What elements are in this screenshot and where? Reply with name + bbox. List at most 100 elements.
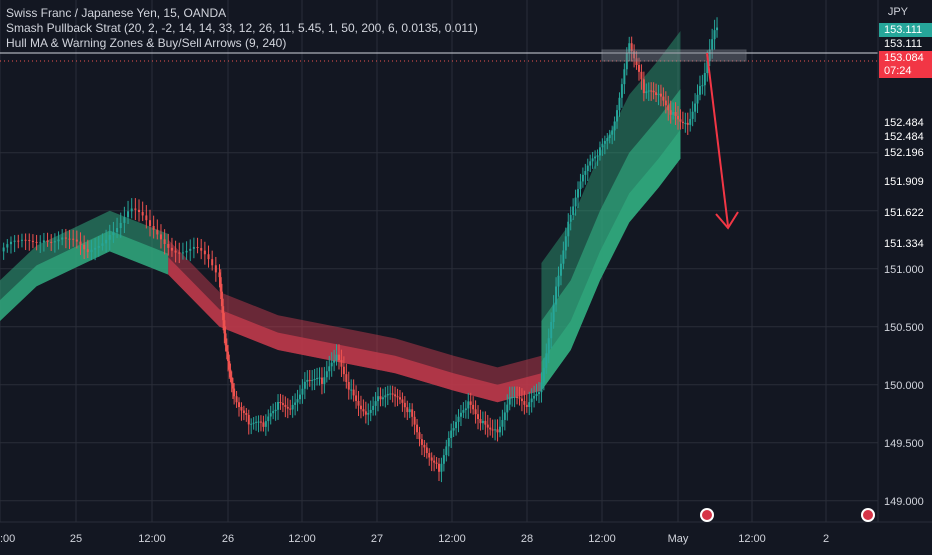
candle-body — [228, 361, 231, 370]
candle-body — [635, 58, 638, 66]
price-label-bg — [879, 146, 932, 160]
candle-body — [174, 250, 177, 253]
candle-body — [294, 402, 297, 405]
candle-body — [598, 147, 601, 156]
candle-body — [408, 409, 411, 413]
candle-body — [233, 388, 236, 397]
candle-body — [442, 455, 445, 464]
candle-body — [596, 155, 599, 157]
candle-body — [430, 457, 433, 461]
candle-body — [518, 397, 521, 399]
candle-body — [357, 400, 360, 406]
candle-body — [494, 429, 497, 431]
x-tick-label: 27 — [371, 533, 383, 545]
candle-body — [211, 259, 214, 266]
time-axis[interactable]: :00 25 12:00 26 12:00 27 12:00 28 12:00 May 12:00 2 — [0, 521, 932, 550]
y-tick-label: 150.500 — [884, 322, 924, 334]
candle-body — [384, 395, 387, 398]
candle-body — [435, 462, 438, 464]
candle-body — [185, 250, 188, 253]
candle-body — [28, 239, 31, 241]
price-label-bg — [879, 116, 932, 130]
candle-body — [61, 237, 64, 240]
candle-body — [97, 245, 100, 248]
candle-body — [594, 156, 597, 159]
candle-body — [433, 460, 436, 463]
add-icon[interactable] — [861, 508, 875, 522]
candle-body — [628, 43, 631, 54]
candle-body — [423, 444, 426, 448]
candle-body — [428, 453, 431, 458]
candle-body — [252, 422, 255, 424]
candle-body — [652, 90, 655, 93]
candle-body — [159, 234, 162, 240]
candle-body — [503, 412, 506, 420]
candle-body — [367, 412, 370, 415]
alert-icon[interactable] — [700, 508, 714, 522]
candle-body — [689, 118, 692, 125]
candle-body — [467, 401, 470, 409]
candle-body — [398, 397, 401, 400]
candle-body — [477, 414, 480, 419]
candle-body — [345, 374, 348, 382]
candle-body — [301, 388, 304, 395]
candle-body — [245, 413, 248, 415]
candle-body — [535, 394, 538, 396]
candle-body — [303, 381, 306, 389]
price-label-bg — [879, 37, 932, 51]
candle-body — [547, 338, 550, 354]
x-tick-label: 12:00 — [138, 533, 166, 545]
candle-body — [474, 409, 477, 415]
candle-body — [401, 399, 404, 403]
candle-body — [214, 265, 217, 273]
hull-band — [168, 257, 542, 403]
candle-body — [181, 252, 184, 254]
candle-body — [579, 181, 582, 190]
sell-arrow-head — [715, 211, 739, 230]
price-label-bg — [879, 51, 932, 65]
candle-body — [306, 379, 309, 382]
candle-body — [207, 254, 210, 260]
candle-body — [269, 413, 272, 417]
candle-body — [630, 43, 633, 52]
x-tick-label: 12:00 — [288, 533, 316, 545]
candle-body — [457, 416, 460, 422]
price-label: 153.111 — [884, 38, 922, 50]
candle-body — [711, 39, 714, 50]
candle-body — [50, 241, 53, 243]
price-label-bg — [879, 175, 932, 189]
candle-body — [511, 397, 514, 399]
candle-body — [674, 112, 677, 116]
candle-body — [620, 84, 623, 98]
candle-body — [567, 221, 570, 237]
price-axis[interactable]: 149.000149.500150.000150.500151.000151.5… — [877, 0, 932, 550]
candle-body — [189, 248, 192, 251]
candle-body — [46, 240, 49, 242]
candle-body — [533, 395, 536, 399]
candle-body — [79, 241, 82, 245]
candle-body — [35, 241, 38, 243]
currency-label[interactable]: JPY — [887, 6, 908, 18]
legend-symbol[interactable]: Swiss Franc / Japanese Yen, 15, OANDA — [6, 6, 227, 20]
candle-body — [618, 97, 621, 111]
candle-body — [418, 432, 421, 440]
candle-body — [557, 275, 560, 287]
candle-body — [323, 377, 326, 384]
candle-body — [229, 369, 232, 378]
candle-body — [491, 429, 494, 431]
candle-body — [86, 249, 89, 253]
legend-strategy[interactable]: Smash Pullback Strat (20, 2, -2, 14, 14,… — [6, 21, 478, 35]
candle-body — [330, 362, 333, 367]
candle-body — [342, 366, 345, 375]
candle-body — [496, 429, 499, 433]
y-tick-label: 150.000 — [884, 380, 924, 392]
x-tick-label: 25 — [70, 533, 82, 545]
candle-body — [662, 96, 665, 101]
legend-indicator[interactable]: Hull MA & Warning Zones & Buy/Sell Arrow… — [6, 36, 287, 50]
candle-body — [438, 463, 440, 472]
candle-body — [192, 246, 195, 249]
candle-body — [420, 439, 423, 445]
candle-body — [396, 396, 399, 398]
